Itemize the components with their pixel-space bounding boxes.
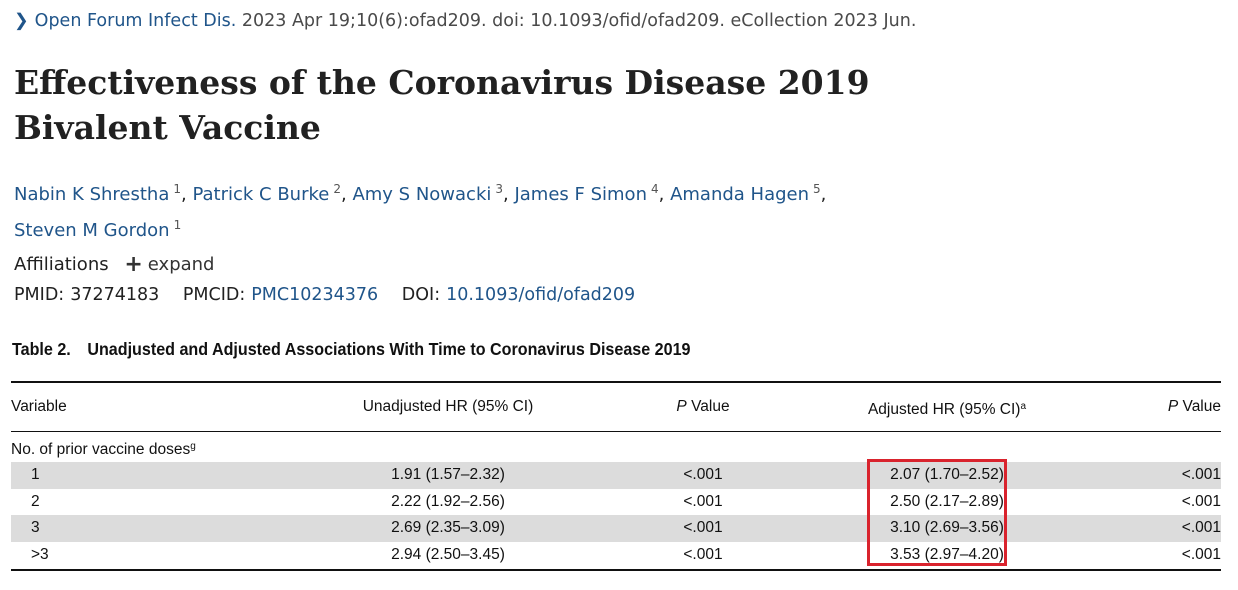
doi-link[interactable]: 10.1093/ofid/ofad209 [446, 285, 636, 305]
table-row: >3 2.94 (2.50–3.45) <.001 3.53 (2.97–4.2… [11, 542, 1221, 569]
affiliation-ref[interactable]: 1 [173, 182, 182, 196]
pmid-group: PMID: 37274183 [14, 285, 159, 305]
article-title: Effectiveness of the Coronavirus Disease… [14, 60, 914, 150]
p-value-cell: <.001 [683, 546, 723, 564]
table-caption: Table 2. Unadjusted and Adjusted Associat… [12, 339, 690, 360]
unadjusted-hr-cell: 2.22 (1.92–2.56) [391, 492, 505, 510]
author-link[interactable]: Amanda Hagen [670, 184, 810, 205]
unadjusted-hr-cell: 1.91 (1.57–2.32) [391, 466, 505, 483]
header-variable: Variable [11, 398, 67, 415]
affiliation-ref[interactable]: 5 [813, 182, 821, 196]
affiliations-label: Affiliations [14, 254, 109, 275]
adjusted-hr-highlight-box [867, 459, 1007, 566]
pmcid-group: PMCID: PMC10234376 [183, 285, 378, 305]
adjusted-hr-cell: 2.50 (2.17–2.89) [890, 492, 1004, 510]
author-link[interactable]: Patrick C Burke [192, 184, 330, 205]
table-row: 3 2.69 (2.35–3.09) <.001 3.10 (2.69–3.56… [11, 515, 1221, 543]
identifiers-row: PMID: 37274183 PMCID: PMC10234376 DOI: 10.1… [14, 285, 653, 305]
adjusted-p-value-cell: <.001 [1181, 546, 1221, 564]
affiliation-ref[interactable]: 2 [333, 182, 341, 196]
header-adjusted-text: Adjusted HR (95% CI) [867, 401, 1021, 418]
pmid-value: 37274183 [70, 285, 160, 305]
title-line-1: Effectiveness of the Coronavirus Disease… [14, 63, 870, 102]
citation-line: ❯ Open Forum Infect Dis. 2023 Apr 19;10(6… [14, 11, 916, 31]
citation-details: 2023 Apr 19;10(6):ofad209. doi: 10.1093/… [241, 11, 917, 31]
p-value-cell: <.001 [683, 519, 723, 537]
dose-level: 1 [31, 466, 40, 483]
adjusted-hr-cell: 2.07 (1.70–2.52) [890, 466, 1004, 483]
affiliation-ref[interactable]: 4 [650, 182, 659, 196]
group-label-text: No. of prior vaccine doses [11, 441, 191, 458]
unadjusted-hr-cell: 2.94 (2.50–3.45) [391, 546, 505, 564]
dose-level: 2 [31, 492, 40, 510]
table-caption-text: Unadjusted and Adjusted Associations Wit… [87, 339, 691, 359]
author-link[interactable]: Nabin K Shrestha [14, 184, 170, 205]
expand-affiliations-button[interactable]: + expand [124, 252, 215, 277]
adjusted-p-value-cell: <.001 [1181, 466, 1221, 483]
plus-icon: + [124, 252, 143, 277]
header-p-rest: Value [1182, 398, 1222, 415]
adjusted-p-value-cell: <.001 [1181, 492, 1221, 510]
pmcid-label: PMCID: [182, 285, 246, 305]
table-row: 1 1.91 (1.57–2.32) <.001 2.07 (1.70–2.52… [11, 462, 1221, 489]
unadjusted-hr-cell: 2.69 (2.35–3.09) [391, 519, 505, 537]
header-p-rest: Value [691, 398, 730, 415]
expand-label: expand [147, 254, 215, 275]
author-link[interactable]: Steven M Gordon [14, 220, 170, 241]
doi-label: DOI: [401, 285, 441, 305]
pmid-label: PMID: [14, 285, 65, 305]
group-label: No. of prior vaccine dosesg [11, 432, 196, 465]
header-adjusted-p-value: P Value [1121, 383, 1221, 431]
affiliations-row: Affiliations + expand [14, 252, 214, 277]
pmcid-link[interactable]: PMC10234376 [251, 285, 379, 305]
dose-level: 3 [31, 519, 40, 537]
header-p-italic: P [676, 398, 687, 415]
header-p-value: P Value [623, 383, 783, 431]
table-header-row: Variable Unadjusted HR (95% CI) P Value … [11, 383, 1221, 432]
table-row: 2 2.22 (1.92–2.56) <.001 2.50 (2.17–2.89… [11, 489, 1221, 516]
affiliation-ref[interactable]: 1 [173, 218, 182, 232]
author-list: Nabin K Shrestha 1, Patrick C Burke 2, Amy… [14, 182, 827, 241]
journal-link[interactable]: Open Forum Infect Dis. [34, 11, 237, 31]
table-number: Table 2. [12, 339, 71, 359]
author-link[interactable]: Amy S Nowacki [352, 184, 492, 205]
table-group-row: No. of prior vaccine dosesg [11, 432, 1221, 462]
adjusted-hr-cell: 3.10 (2.69–3.56) [890, 519, 1004, 537]
header-unadjusted-hr: Unadjusted HR (95% CI) [362, 398, 534, 415]
header-adjusted-hr: Adjusted HR (95% CI)a [847, 383, 1047, 434]
header-p-italic: P [1167, 398, 1179, 415]
dose-level: >3 [31, 546, 49, 564]
affiliation-ref[interactable]: 3 [495, 182, 504, 196]
title-line-2: Bivalent Vaccine [14, 108, 321, 147]
adjusted-p-value-cell: <.001 [1181, 519, 1221, 537]
footnote-marker: g [190, 441, 196, 452]
results-table: Variable Unadjusted HR (95% CI) P Value … [11, 381, 1221, 571]
p-value-cell: <.001 [683, 492, 723, 510]
author-link[interactable]: James F Simon [514, 184, 647, 205]
chevron-right-icon[interactable]: ❯ [14, 11, 29, 31]
footnote-marker: a [1020, 401, 1027, 412]
adjusted-hr-cell: 3.53 (2.97–4.20) [890, 546, 1004, 564]
doi-group: DOI: 10.1093/ofid/ofad209 [402, 285, 635, 305]
p-value-cell: <.001 [683, 466, 723, 483]
